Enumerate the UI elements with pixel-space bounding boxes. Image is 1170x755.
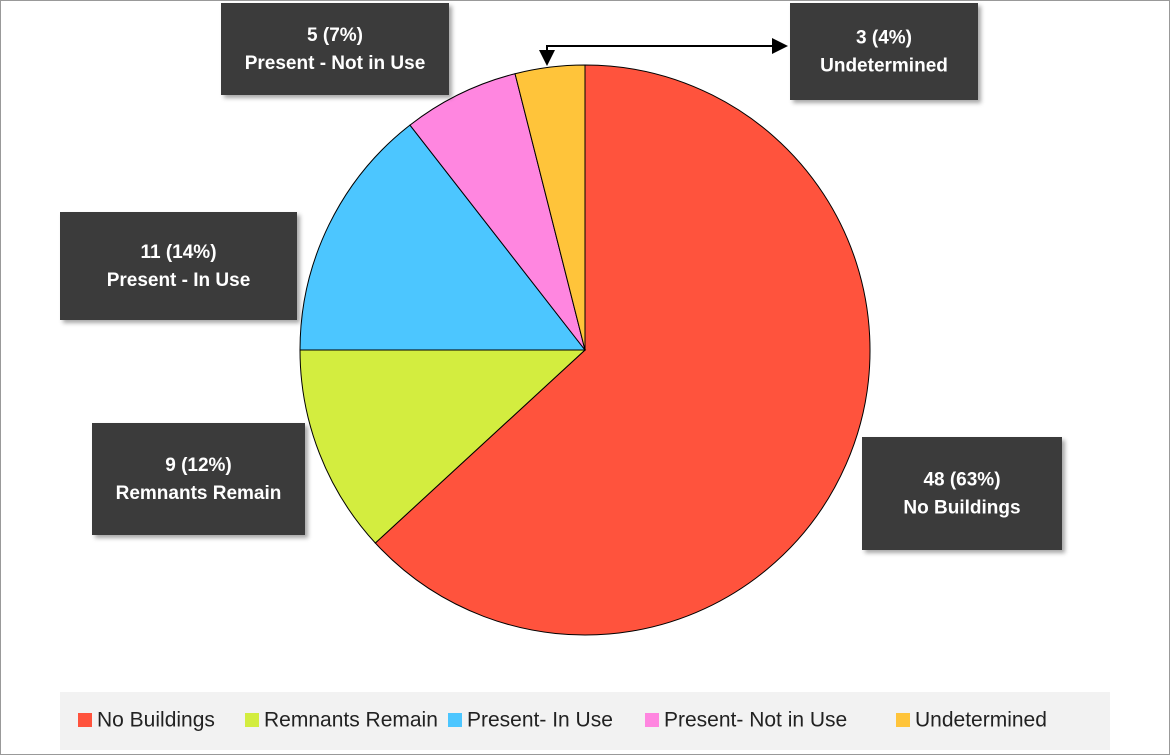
legend-box [60,692,1110,750]
legend-swatch [245,713,259,727]
pie-slice [409,73,586,351]
data-label-value: 11 (14%) [140,242,216,263]
legend-label: Remnants Remain [264,709,438,732]
data-label-name: Present - In Use [107,270,251,291]
data-label-name: Remnants Remain [116,483,282,504]
legend-label: Undetermined [915,709,1047,732]
data-label-value: 3 (4%) [856,28,912,49]
data-label-box [221,3,449,95]
data-label-name: No Buildings [903,498,1020,519]
pie-slice [514,64,586,351]
legend-swatch [78,713,92,727]
data-label-box [790,3,978,100]
pie-slice [299,124,587,351]
data-label-value: 48 (63%) [923,470,1000,491]
legend-swatch [448,713,462,727]
data-label-box [862,437,1062,550]
data-label-value: 9 (12%) [165,455,232,476]
pie-slice [299,349,587,544]
legend-label: Present- Not in Use [664,709,847,732]
pie-slice [374,64,871,636]
legend-swatch [896,713,910,727]
data-label-box [60,212,297,320]
data-label-value: 5 (7%) [307,25,363,46]
data-label-name: Undetermined [820,56,948,77]
legend-label: No Buildings [97,709,215,732]
data-label-name: Present - Not in Use [245,53,426,74]
data-label-box [92,423,305,535]
legend-swatch [645,713,659,727]
leader-arrow [539,38,788,66]
legend-label: Present- In Use [467,709,613,732]
